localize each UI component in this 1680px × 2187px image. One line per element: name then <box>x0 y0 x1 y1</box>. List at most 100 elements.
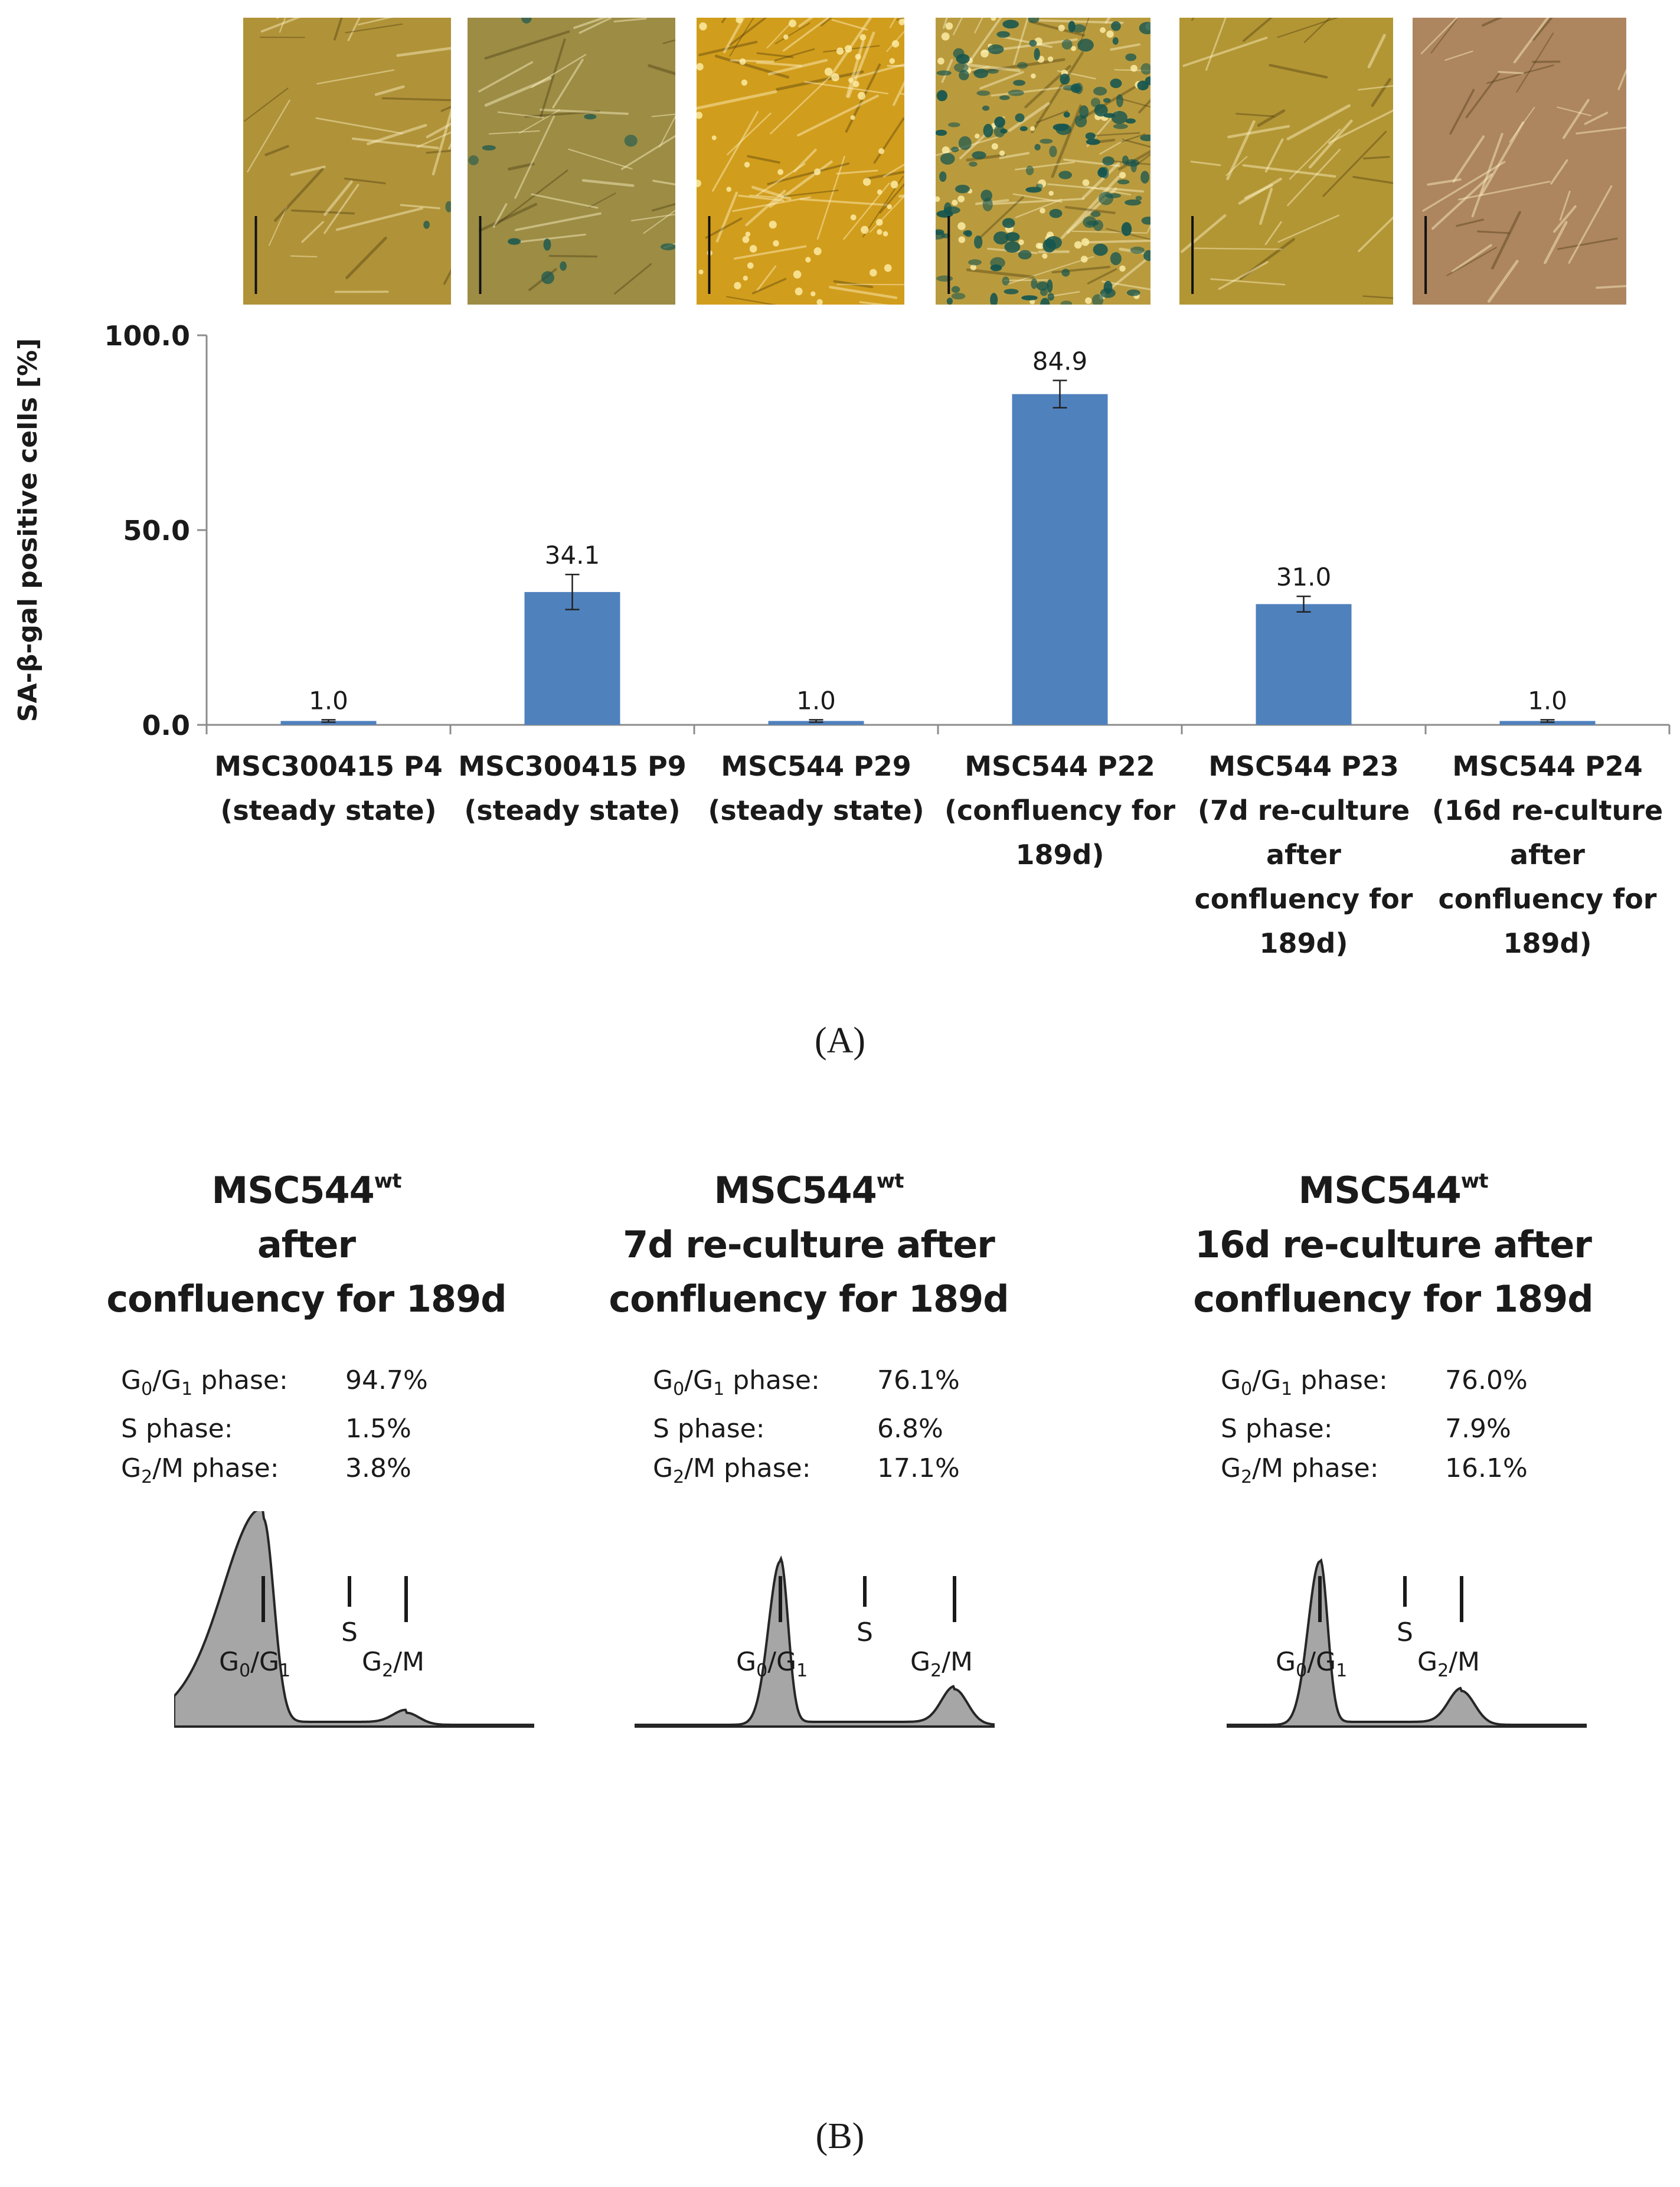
phase-stat-row: G2/M phase: 3.8% <box>121 1449 428 1497</box>
phase-label: G2/M phase: <box>1221 1453 1379 1488</box>
x-category-label: MSC544 P23 <box>1208 750 1398 782</box>
x-category-label: (7d re-culture <box>1198 795 1410 826</box>
chart-axes <box>197 334 1671 734</box>
panel-b-label: (B) <box>815 2116 865 2156</box>
cell-cycle-title-line: MSC544wt <box>1145 1154 1641 1218</box>
phase-marker-label: S <box>857 1617 873 1647</box>
cell-cycle-title-line: confluency for 189d <box>1193 1277 1593 1320</box>
phase-marker-label: G0/G1 <box>736 1647 808 1681</box>
bar <box>280 721 377 725</box>
histogram-area <box>174 1511 534 1728</box>
phase-stats: G0/G1 phase: 94.7% S phase: 1.5% G2/M phase:… <box>121 1361 428 1497</box>
phase-stat-row: G0/G1 phase: 94.7% <box>121 1361 428 1409</box>
bar <box>1012 394 1108 725</box>
data-label: 1.0 <box>309 686 348 715</box>
micrograph-6 <box>1413 18 1626 305</box>
cell-line-name: MSC544 <box>1298 1169 1462 1212</box>
sa-beta-gal-bar-chart: 100.0 50.0 0.0 SA-β-gal positive cells [%] 1… <box>13 320 1671 959</box>
x-category-label: (steady state) <box>708 795 924 826</box>
x-category-label: (16d re-culture <box>1432 795 1663 826</box>
phase-marker-label: S <box>341 1617 358 1647</box>
phase-value: 17.1% <box>877 1453 960 1483</box>
phase-value: 7.9% <box>1445 1413 1511 1444</box>
data-label: 1.0 <box>1528 686 1567 715</box>
micrograph-strip <box>0 0 1680 307</box>
micrograph-4 <box>936 18 1150 305</box>
phase-marker-tick <box>348 1576 351 1607</box>
histogram-area <box>635 1555 995 1728</box>
phase-marker-tick <box>863 1576 867 1607</box>
x-category-label: MSC544 P29 <box>721 750 911 782</box>
phase-label: G0/G1 phase: <box>653 1365 820 1400</box>
phase-stat-row: G0/G1 phase: 76.0% <box>1221 1361 1528 1409</box>
cell-line-name: MSC544 <box>211 1169 375 1212</box>
data-label: 34.1 <box>545 541 600 570</box>
phase-marker-tick <box>779 1576 782 1622</box>
phase-stats: G0/G1 phase: 76.1% S phase: 6.8% G2/M phase:… <box>653 1361 960 1497</box>
cell-cycle-title-line: 7d re-culture after <box>623 1223 995 1266</box>
x-category-label: MSC544 P22 <box>965 750 1155 782</box>
phase-stat-row: G2/M phase: 16.1% <box>1221 1449 1528 1497</box>
micrograph-2 <box>468 18 675 305</box>
x-category-label: (steady state) <box>220 795 436 826</box>
phase-marker-tick <box>404 1576 408 1622</box>
x-category-label: (steady state) <box>464 795 680 826</box>
phase-marker-tick <box>1318 1576 1322 1622</box>
cell-cycle-title: MSC544wt 16d re-culture after confluency f… <box>1145 1154 1641 1326</box>
phase-stats: G0/G1 phase: 76.0% S phase: 7.9% G2/M phase:… <box>1221 1361 1528 1497</box>
phase-stat-row: S phase: 7.9% <box>1221 1409 1528 1449</box>
phase-marker-label: S <box>1397 1617 1413 1647</box>
cell-line-superscript: wt <box>1460 1169 1489 1193</box>
panel-a-label: (A) <box>814 1021 866 1061</box>
x-category-label: after <box>1510 839 1585 871</box>
y-tick-label: 50.0 <box>123 515 191 547</box>
phase-stat-row: S phase: 1.5% <box>121 1409 428 1449</box>
bar <box>524 591 620 725</box>
data-label: 84.9 <box>1032 347 1088 376</box>
phase-marker-tick <box>1403 1576 1407 1607</box>
x-category-label: after <box>1266 839 1341 871</box>
phase-label: G0/G1 phase: <box>1221 1365 1388 1400</box>
phase-stat-row: G2/M phase: 17.1% <box>653 1449 960 1497</box>
phase-label: G0/G1 phase: <box>121 1365 288 1400</box>
cell-cycle-title-line: MSC544wt <box>58 1154 554 1218</box>
x-category-label: 189d) <box>1260 927 1348 959</box>
y-tick-label: 100.0 <box>104 320 190 352</box>
phase-marker-tick <box>953 1576 956 1622</box>
y-tick-label: 0.0 <box>142 710 191 741</box>
micrograph-3 <box>697 18 904 305</box>
phase-value: 76.0% <box>1445 1365 1528 1395</box>
phase-marker-label: G2/M <box>362 1647 424 1681</box>
cell-cycle-title-line: confluency for 189d <box>609 1277 1009 1320</box>
cell-line-name: MSC544 <box>714 1169 877 1212</box>
phase-stat-row: S phase: 6.8% <box>653 1409 960 1449</box>
phase-label: G2/M phase: <box>121 1453 279 1488</box>
phase-value: 6.8% <box>877 1413 943 1444</box>
x-category-label: (confluency for <box>944 795 1175 826</box>
bar <box>1499 721 1596 725</box>
cell-line-superscript: wt <box>374 1169 402 1193</box>
dna-histogram <box>635 1555 995 1728</box>
phase-value: 3.8% <box>345 1453 411 1483</box>
cell-cycle-title-line: after <box>257 1223 356 1266</box>
cell-cycle-title: MSC544wt 7d re-culture after confluency fo… <box>561 1154 1057 1326</box>
micrograph-1 <box>243 18 451 305</box>
x-category-label: 189d) <box>1503 927 1592 959</box>
phase-value: 76.1% <box>877 1365 960 1395</box>
data-label: 31.0 <box>1276 563 1332 591</box>
phase-value: 16.1% <box>1445 1453 1528 1483</box>
x-category-label: MSC544 P24 <box>1452 750 1642 782</box>
phase-value: 94.7% <box>345 1365 428 1395</box>
dna-histogram <box>1227 1558 1587 1728</box>
phase-marker-label: G2/M <box>1417 1647 1480 1681</box>
x-category-label: MSC300415 P4 <box>214 750 442 782</box>
x-category-label: confluency for <box>1195 883 1413 915</box>
phase-marker-label: G2/M <box>910 1647 973 1681</box>
phase-marker-tick <box>262 1576 265 1622</box>
y-axis-title: SA-β-gal positive cells [%] <box>13 338 43 722</box>
histogram-area <box>1227 1558 1587 1728</box>
cell-cycle-title-line: 16d re-culture after <box>1195 1223 1592 1266</box>
phase-label: G2/M phase: <box>653 1453 811 1488</box>
phase-label: S phase: <box>1221 1413 1333 1444</box>
x-category-label: 189d) <box>1016 839 1104 871</box>
